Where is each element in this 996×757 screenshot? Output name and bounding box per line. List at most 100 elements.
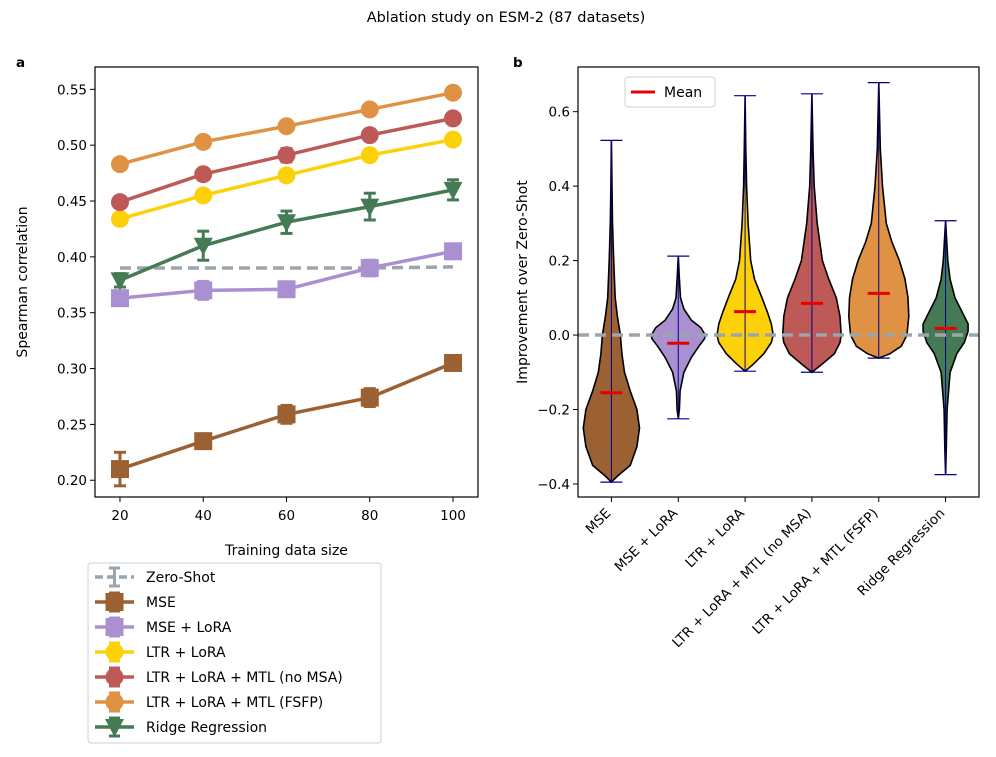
y-axis-label: Improvement over Zero-Shot bbox=[515, 180, 531, 384]
series-line bbox=[120, 265, 454, 270]
data-point bbox=[110, 289, 129, 308]
series-ltr-lora-mtl-no-msa bbox=[110, 109, 463, 212]
legend-label: MSE bbox=[146, 595, 176, 611]
legend-marker bbox=[105, 618, 124, 636]
data-point bbox=[194, 132, 213, 151]
legend-marker bbox=[105, 593, 124, 611]
data-point bbox=[360, 126, 379, 145]
data-point bbox=[277, 214, 296, 233]
data-point bbox=[277, 117, 296, 136]
y-tick-label: 0.50 bbox=[57, 138, 87, 154]
data-point bbox=[444, 242, 463, 261]
violin-ridge-regression bbox=[922, 220, 969, 476]
legend-frame bbox=[87, 562, 382, 744]
panel-a-legend: Zero-Shot MSE MSE + LoRA LTR + LoRA LTR + Lo… bbox=[87, 562, 382, 744]
y-axis-label: Spearman correlation bbox=[15, 206, 31, 357]
data-point bbox=[360, 146, 379, 165]
x-tick-label: 80 bbox=[361, 508, 378, 524]
panel-a-line-chart: 0.20 0.25 0.30 0.35 0.40 0.45 0.50 0.55 20 40 60 80… bbox=[15, 66, 479, 559]
y-tick-label: 0.6 bbox=[549, 105, 570, 121]
y-tick-label: −0.4 bbox=[537, 477, 570, 493]
data-point bbox=[444, 353, 463, 372]
panel-b-label: b bbox=[513, 55, 523, 71]
plot-frame bbox=[577, 66, 980, 498]
violin-mse bbox=[582, 139, 641, 484]
plot-frame bbox=[94, 66, 479, 498]
x-tick-label: 60 bbox=[278, 508, 295, 524]
legend-entry-ltr-lora: LTR + LoRA bbox=[95, 641, 226, 663]
data-point bbox=[277, 166, 296, 185]
y-tick-label: 0.25 bbox=[57, 417, 87, 433]
legend-entry-mse: MSE bbox=[95, 591, 176, 613]
y-tick-label: 0.4 bbox=[549, 179, 570, 195]
data-point bbox=[277, 146, 296, 165]
data-point bbox=[360, 198, 380, 217]
data-point bbox=[360, 100, 379, 119]
legend-marker bbox=[105, 693, 124, 711]
legend-entry-mse-lora: MSE + LoRA bbox=[95, 616, 232, 638]
y-tick-label: 0.2 bbox=[549, 254, 570, 270]
data-point bbox=[194, 186, 213, 205]
series-ltr-lora-mtl-fsfp bbox=[110, 83, 463, 174]
data-point bbox=[110, 193, 129, 212]
figure-title: Ablation study on ESM-2 (87 datasets) bbox=[367, 10, 646, 26]
data-point bbox=[360, 259, 379, 278]
x-tick-label: MSE bbox=[583, 506, 615, 538]
legend-label: LTR + LoRA + MTL (no MSA) bbox=[146, 670, 343, 686]
panel-a-label: a bbox=[16, 55, 25, 71]
data-point bbox=[110, 272, 130, 291]
data-point bbox=[277, 405, 296, 424]
x-axis-label: Training data size bbox=[224, 543, 348, 559]
y-tick-label: 0.55 bbox=[57, 82, 87, 98]
x-tick-label: MSE + LoRA bbox=[612, 505, 682, 575]
series-zero-shot bbox=[120, 265, 454, 270]
legend-marker bbox=[105, 719, 124, 737]
data-point bbox=[443, 181, 463, 200]
y-tick-label: 0.45 bbox=[57, 194, 87, 210]
series-ridge-regression bbox=[110, 178, 463, 291]
legend-entry-ltr-lora-mtl-no-msa: LTR + LoRA + MTL (no MSA) bbox=[95, 666, 343, 688]
y-tick-label: 0.35 bbox=[57, 306, 87, 322]
y-tick-label: 0.30 bbox=[57, 362, 87, 378]
data-point bbox=[360, 388, 379, 407]
violin-ltr-lora-mtl-no-msa bbox=[781, 93, 843, 374]
legend-label: Mean bbox=[664, 85, 702, 101]
y-tick-label: 0.20 bbox=[57, 473, 87, 489]
legend-entry-zero-shot: Zero-Shot bbox=[95, 566, 216, 588]
data-point bbox=[194, 281, 213, 300]
data-point bbox=[444, 83, 463, 102]
x-tick-label: LTR + LoRA + MTL (no MSA) bbox=[669, 506, 814, 651]
legend-marker bbox=[105, 668, 124, 686]
data-point bbox=[110, 209, 129, 228]
x-tick-label: 100 bbox=[440, 508, 466, 524]
data-point bbox=[110, 155, 129, 174]
y-tick-label: 0.0 bbox=[549, 328, 570, 344]
series-mse-lora bbox=[110, 242, 463, 308]
data-point bbox=[194, 432, 213, 451]
legend-frame bbox=[624, 76, 716, 108]
violin-mse-lora bbox=[650, 255, 707, 420]
x-tick-label: 40 bbox=[195, 508, 212, 524]
violin-ltr-lora-mtl-fsfp bbox=[847, 82, 910, 359]
data-point bbox=[444, 130, 463, 149]
legend-label: Zero-Shot bbox=[146, 570, 216, 586]
legend-label: MSE + LoRA bbox=[146, 620, 232, 636]
y-tick-label: 0.40 bbox=[57, 250, 87, 266]
x-tick-label: LTR + LoRA + MTL (FSFP) bbox=[749, 506, 881, 638]
violin-ltr-lora bbox=[716, 95, 775, 373]
legend-label: Ridge Regression bbox=[146, 720, 267, 736]
data-point bbox=[110, 460, 129, 479]
data-point bbox=[194, 165, 213, 184]
panel-b-violin-chart: −0.4 −0.2 0.0 0.2 0.4 0.6 Improvement over Zer… bbox=[515, 66, 980, 651]
x-tick-label: 20 bbox=[111, 508, 128, 524]
legend-label: LTR + LoRA + MTL (FSFP) bbox=[146, 695, 323, 711]
legend-label: LTR + LoRA bbox=[146, 645, 226, 661]
data-point bbox=[277, 280, 296, 299]
legend-entry-ridge-regression: Ridge Regression bbox=[95, 716, 267, 738]
y-tick-label: −0.2 bbox=[537, 403, 570, 419]
series-mse bbox=[110, 353, 463, 488]
legend-marker bbox=[105, 643, 124, 661]
panel-b-legend: Mean bbox=[624, 76, 716, 108]
series-ltr-lora bbox=[110, 130, 463, 228]
